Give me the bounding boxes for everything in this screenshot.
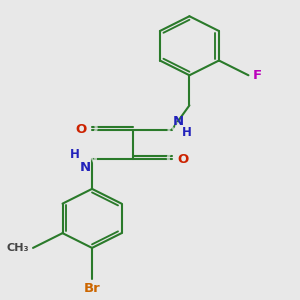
Text: H: H	[70, 148, 80, 161]
Text: O: O	[177, 153, 188, 166]
Text: O: O	[85, 122, 98, 137]
Text: F: F	[253, 69, 262, 82]
Text: Br: Br	[84, 282, 100, 296]
Text: N: N	[85, 152, 98, 167]
Text: O: O	[76, 123, 87, 136]
Text: N: N	[166, 122, 179, 137]
Text: N: N	[173, 116, 184, 128]
Text: CH₃: CH₃	[6, 243, 28, 253]
Text: N: N	[80, 161, 91, 174]
Text: O: O	[166, 152, 179, 167]
Text: H: H	[182, 126, 192, 139]
